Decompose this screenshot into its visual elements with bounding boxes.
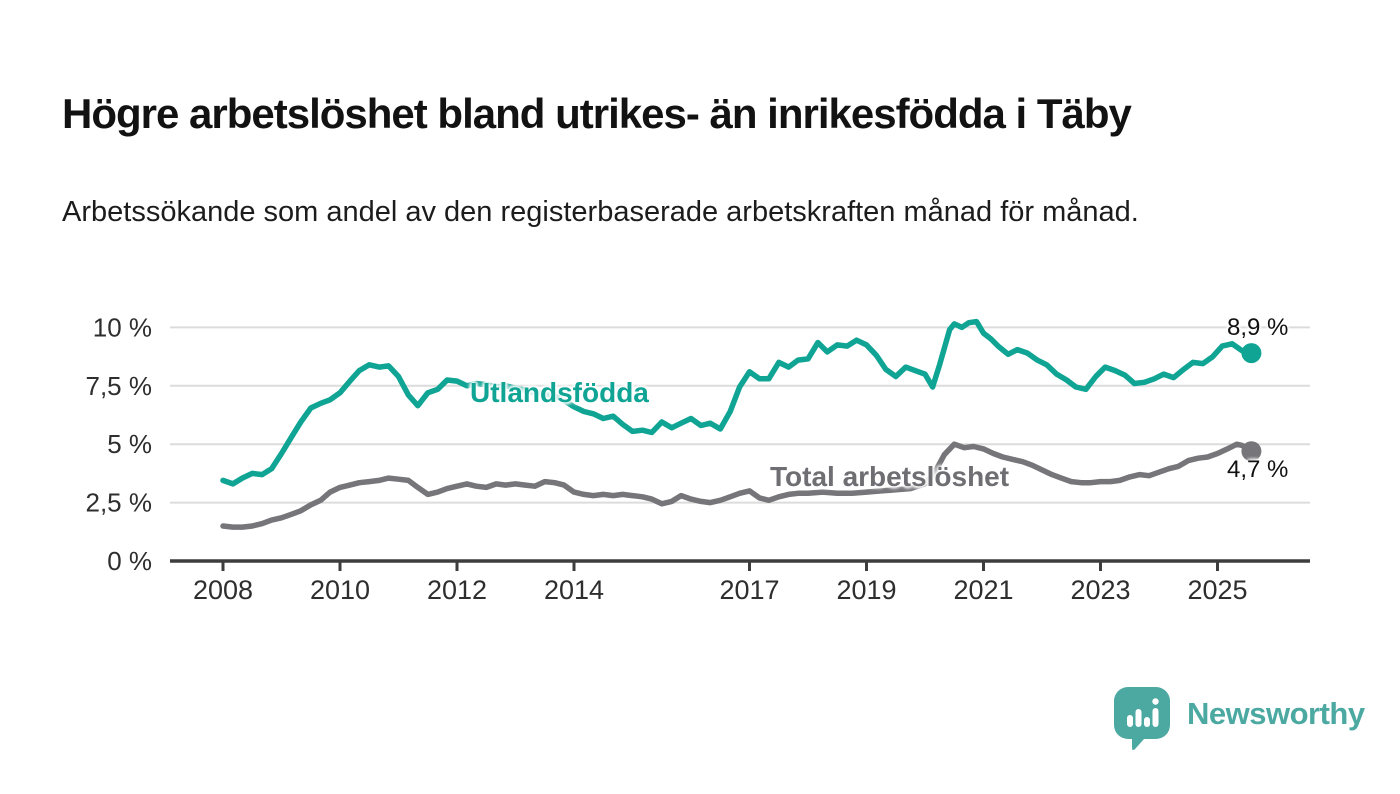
svg-text:2025: 2025 bbox=[1187, 575, 1247, 605]
svg-text:2008: 2008 bbox=[193, 575, 253, 605]
end-value-label-total: 4,7 % bbox=[1227, 456, 1289, 483]
end-value-label-utlandsfodda: 8,9 % bbox=[1227, 314, 1289, 341]
endpoint-dot-total bbox=[1241, 441, 1262, 462]
svg-text:2012: 2012 bbox=[427, 575, 487, 605]
line-utlandsfodda bbox=[220, 318, 1255, 487]
svg-text:2,5 %: 2,5 % bbox=[86, 488, 153, 518]
svg-text:7,5 %: 7,5 % bbox=[86, 371, 153, 401]
svg-text:5 %: 5 % bbox=[107, 429, 152, 459]
axis-tick-labels: 0 % 2,5 % 5 % 7,5 % 10 % 2008 2010 2012 2014 2017… bbox=[86, 312, 1248, 605]
endpoint-dot-utlandsfodda bbox=[1241, 343, 1262, 364]
svg-text:2014: 2014 bbox=[544, 575, 604, 605]
series-label-utlandsfodda: Utlandsfödda bbox=[470, 377, 649, 408]
svg-text:2021: 2021 bbox=[953, 575, 1013, 605]
x-axis bbox=[170, 559, 1310, 571]
newsworthy-logo-icon bbox=[1114, 687, 1170, 750]
svg-text:10 %: 10 % bbox=[93, 312, 152, 342]
series-label-total: Total arbetslöshet bbox=[770, 461, 1010, 492]
svg-text:2023: 2023 bbox=[1070, 575, 1130, 605]
svg-text:2019: 2019 bbox=[836, 575, 896, 605]
svg-text:0 %: 0 % bbox=[107, 546, 152, 576]
line-total-arbetsloshet bbox=[220, 441, 1255, 530]
svg-text:2017: 2017 bbox=[719, 575, 779, 605]
newsworthy-branding: Newsworthy bbox=[1113, 686, 1365, 750]
newsworthy-wordmark: Newsworthy bbox=[1187, 696, 1365, 731]
svg-text:2010: 2010 bbox=[310, 575, 370, 605]
page-title: Högre arbetslöshet bland utrikes- än inr… bbox=[62, 90, 1132, 138]
page-subtitle: Arbetssökande som andel av den registerb… bbox=[62, 196, 1139, 228]
